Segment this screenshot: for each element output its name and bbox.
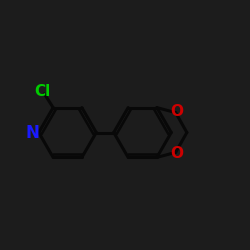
Text: Cl: Cl: [34, 84, 50, 99]
Text: N: N: [26, 124, 40, 142]
Text: O: O: [170, 146, 183, 161]
Text: O: O: [170, 104, 183, 119]
